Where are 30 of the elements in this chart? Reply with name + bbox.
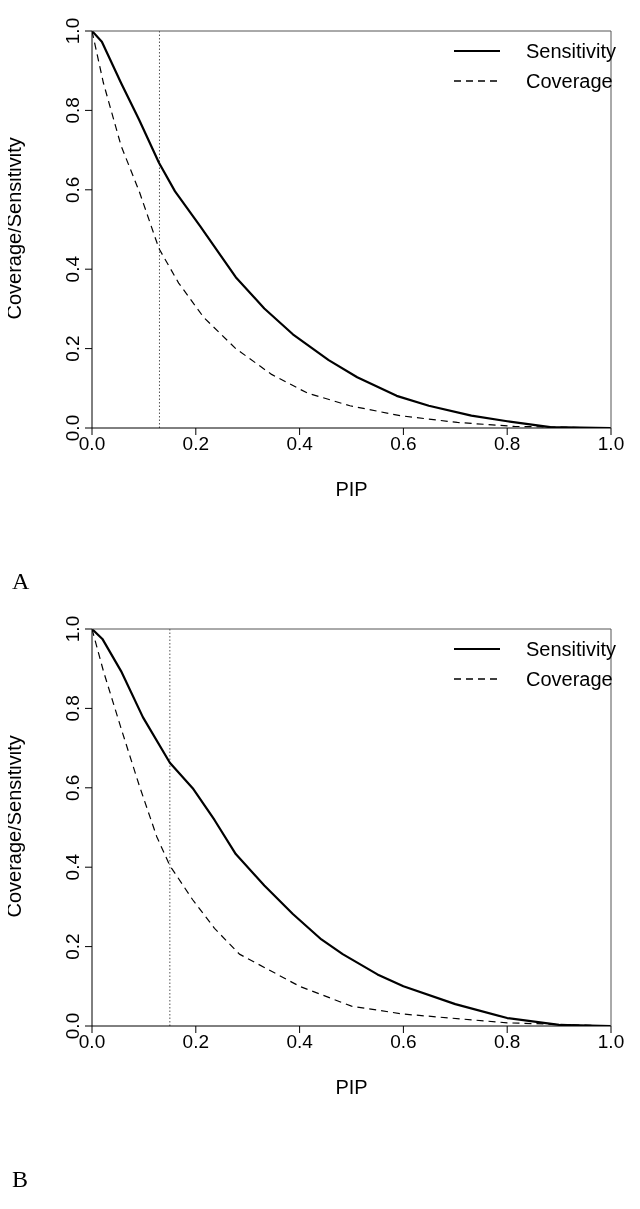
y-tick-label: 0.8: [62, 97, 83, 124]
x-tick-label: 0.8: [493, 433, 521, 455]
legend-label: Sensitivity: [525, 39, 616, 63]
x-tick-label: 0.0: [78, 433, 106, 455]
legend-label: Coverage: [525, 667, 613, 691]
x-tick-label: 0.8: [493, 1031, 521, 1053]
legend-label: Coverage: [525, 69, 613, 93]
x-tick-label: 0.0: [78, 1031, 106, 1053]
y-tick-label: 0.6: [62, 176, 83, 204]
y-tick-label: 1.0: [62, 615, 83, 643]
x-tick-label: 1.0: [597, 1031, 625, 1053]
x-axis-title: PIP: [335, 478, 368, 501]
x-tick-label: 0.6: [390, 1031, 417, 1053]
x-tick-label: 0.4: [286, 433, 314, 455]
y-tick-label: 0.4: [62, 853, 83, 881]
y-tick-label: 0.2: [62, 335, 83, 362]
text: A: [12, 568, 30, 595]
x-tick-label: 0.2: [182, 1031, 210, 1053]
y-tick-label: 1.0: [62, 17, 83, 45]
legend-label: Sensitivity: [525, 637, 616, 661]
x-tick-label: 0.2: [182, 433, 210, 455]
x-axis-title: PIP: [335, 1076, 368, 1099]
x-tick-label: 1.0: [597, 433, 625, 455]
y-tick-label: 0.6: [62, 774, 83, 802]
y-tick-label: 0.4: [62, 255, 83, 283]
y-tick-label: 0.2: [62, 933, 83, 960]
y-tick-label: 0.8: [62, 695, 83, 722]
x-tick-label: 0.4: [286, 1031, 314, 1053]
x-tick-label: 0.6: [390, 433, 417, 455]
text: B: [12, 1166, 29, 1193]
